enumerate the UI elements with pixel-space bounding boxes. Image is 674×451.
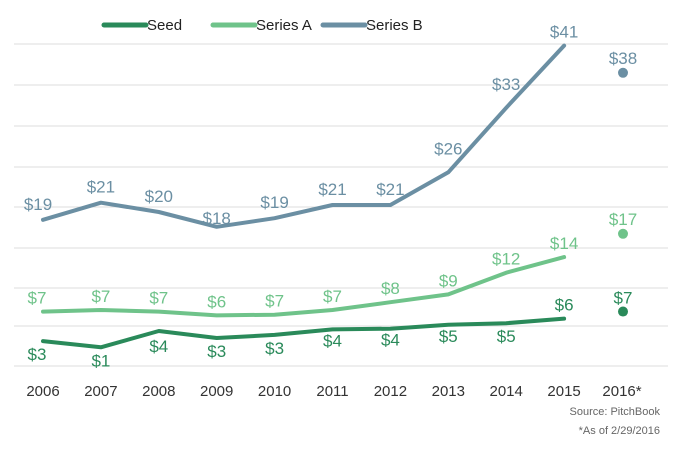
seed-data-label: $6	[555, 296, 574, 315]
series-b-data-label: $26	[434, 139, 462, 158]
x-tick-label: 2007	[84, 383, 117, 400]
seed-data-label: $4	[323, 331, 342, 350]
x-tick-label: 2011	[316, 383, 348, 400]
series-b-projected-dot	[618, 67, 628, 78]
series-a-projected-dot	[618, 228, 628, 239]
series-a-line	[41, 255, 567, 318]
series-a-data-label: $17	[609, 210, 637, 229]
series-a-data-label: $6	[207, 292, 226, 311]
series-b-line	[41, 43, 567, 229]
series-a-data-label: $7	[149, 289, 168, 308]
seed-data-label: $5	[439, 327, 458, 346]
seed-data-label: $7	[614, 289, 633, 308]
x-tick-label: 2008	[142, 383, 175, 400]
projected-points	[618, 67, 628, 317]
series-a-data-label: $8	[381, 279, 400, 298]
seed-data-label: $4	[149, 337, 168, 356]
x-tick-label: 2015	[547, 383, 580, 400]
series-a-data-label: $14	[550, 234, 578, 253]
source-note: Source: PitchBook	[569, 406, 661, 418]
x-axis-ticks: 2006 2007 2008 2009 2010 2011 2012 2013 2014 2015…	[26, 383, 641, 400]
series-b-data-label: $19	[24, 195, 52, 214]
data-labels: $3 $1 $4 $3 $3 $4 $4 $5 $5 $6 $7 $7 $7 $7 $6 $7 $7 $8 $9 $1…	[24, 23, 637, 371]
legend-label: Series B	[366, 17, 423, 34]
series-a-data-label: $12	[492, 250, 520, 269]
x-tick-label: 2009	[200, 383, 233, 400]
series-b-data-label: $20	[145, 187, 173, 206]
series-a-data-label: $9	[439, 271, 458, 290]
seed-data-label: $4	[381, 331, 400, 350]
series-b-data-label: $21	[87, 178, 115, 197]
series-a-data-label: $7	[323, 287, 342, 306]
series-b-data-label: $21	[318, 180, 346, 199]
series-b-data-label: $33	[492, 75, 520, 94]
legend-label: Seed	[147, 17, 182, 34]
x-tick-label: 2006	[26, 383, 59, 400]
x-tick-label: 2013	[432, 383, 465, 400]
series-b-data-label: $19	[260, 193, 288, 212]
legend: Seed Series A Series B	[101, 17, 423, 34]
x-tick-label: 2014	[490, 383, 523, 400]
seed-data-label: $3	[28, 345, 47, 364]
series-a-data-label: $7	[91, 287, 110, 306]
seed-data-label: $5	[497, 327, 516, 346]
series-b-data-label: $41	[550, 23, 578, 42]
seed-data-label: $3	[207, 342, 226, 361]
x-tick-label: 2012	[374, 383, 407, 400]
seed-line	[41, 316, 567, 350]
series-a-data-label: $7	[265, 292, 284, 311]
series-b-data-label: $21	[376, 180, 404, 199]
series-b-data-label: $18	[203, 209, 231, 228]
x-tick-label: 2010	[258, 383, 291, 400]
asof-note: *As of 2/29/2016	[578, 425, 660, 437]
series-a-data-label: $7	[28, 289, 47, 308]
x-tick-label: 2016*	[602, 383, 641, 400]
seed-data-label: $1	[91, 351, 110, 370]
legend-label: Series A	[256, 17, 312, 34]
series-lines	[41, 43, 567, 350]
series-b-data-label: $38	[609, 49, 637, 68]
seed-data-label: $3	[265, 339, 284, 358]
seed-projected-dot	[618, 306, 628, 317]
